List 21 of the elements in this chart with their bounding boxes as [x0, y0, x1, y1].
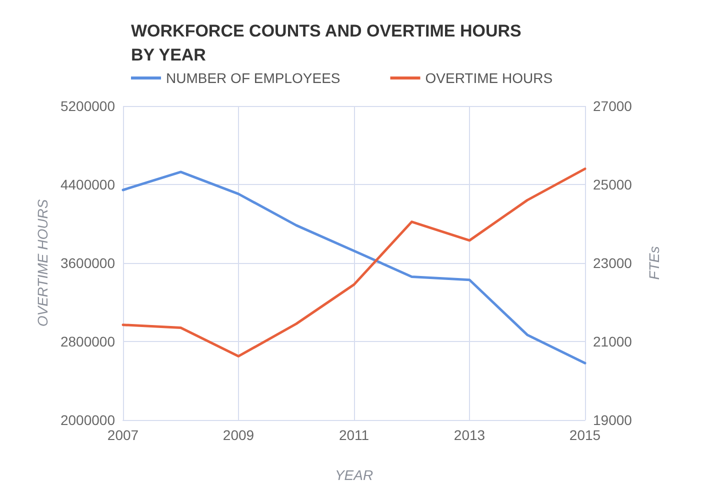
y2-tick-label: 23000: [593, 255, 632, 271]
legend-label: OVERTIME HOURS: [425, 70, 553, 86]
x-axis-title: YEAR: [334, 467, 374, 483]
y2-axis-title: FTEs: [646, 246, 662, 280]
y-tick-label: 5200000: [60, 98, 116, 114]
x-tick-label: 2015: [569, 427, 601, 443]
y-tick-label: 2800000: [60, 334, 116, 350]
y-tick-label: 4400000: [60, 176, 116, 192]
y-tick-label: 2000000: [60, 412, 116, 428]
x-tick-label: 2009: [222, 427, 254, 443]
chart-title: WORKFORCE COUNTS AND OVERTIME HOURS BY YEAR: [131, 22, 522, 64]
x-tick-label: 2011: [338, 427, 370, 443]
x-tick-label: 2013: [454, 427, 486, 443]
y2-tick-label: 21000: [593, 334, 632, 350]
legend-label: NUMBER OF EMPLOYEES: [166, 70, 340, 86]
y2-tick-label: 19000: [593, 412, 632, 428]
y-tick-label: 3600000: [60, 255, 116, 271]
y2-tick-label: 25000: [593, 176, 632, 192]
y2-tick-label: 27000: [593, 98, 632, 114]
x-tick-label: 2007: [107, 427, 139, 443]
y-axis-title: OVERTIME HOURS: [34, 198, 51, 327]
